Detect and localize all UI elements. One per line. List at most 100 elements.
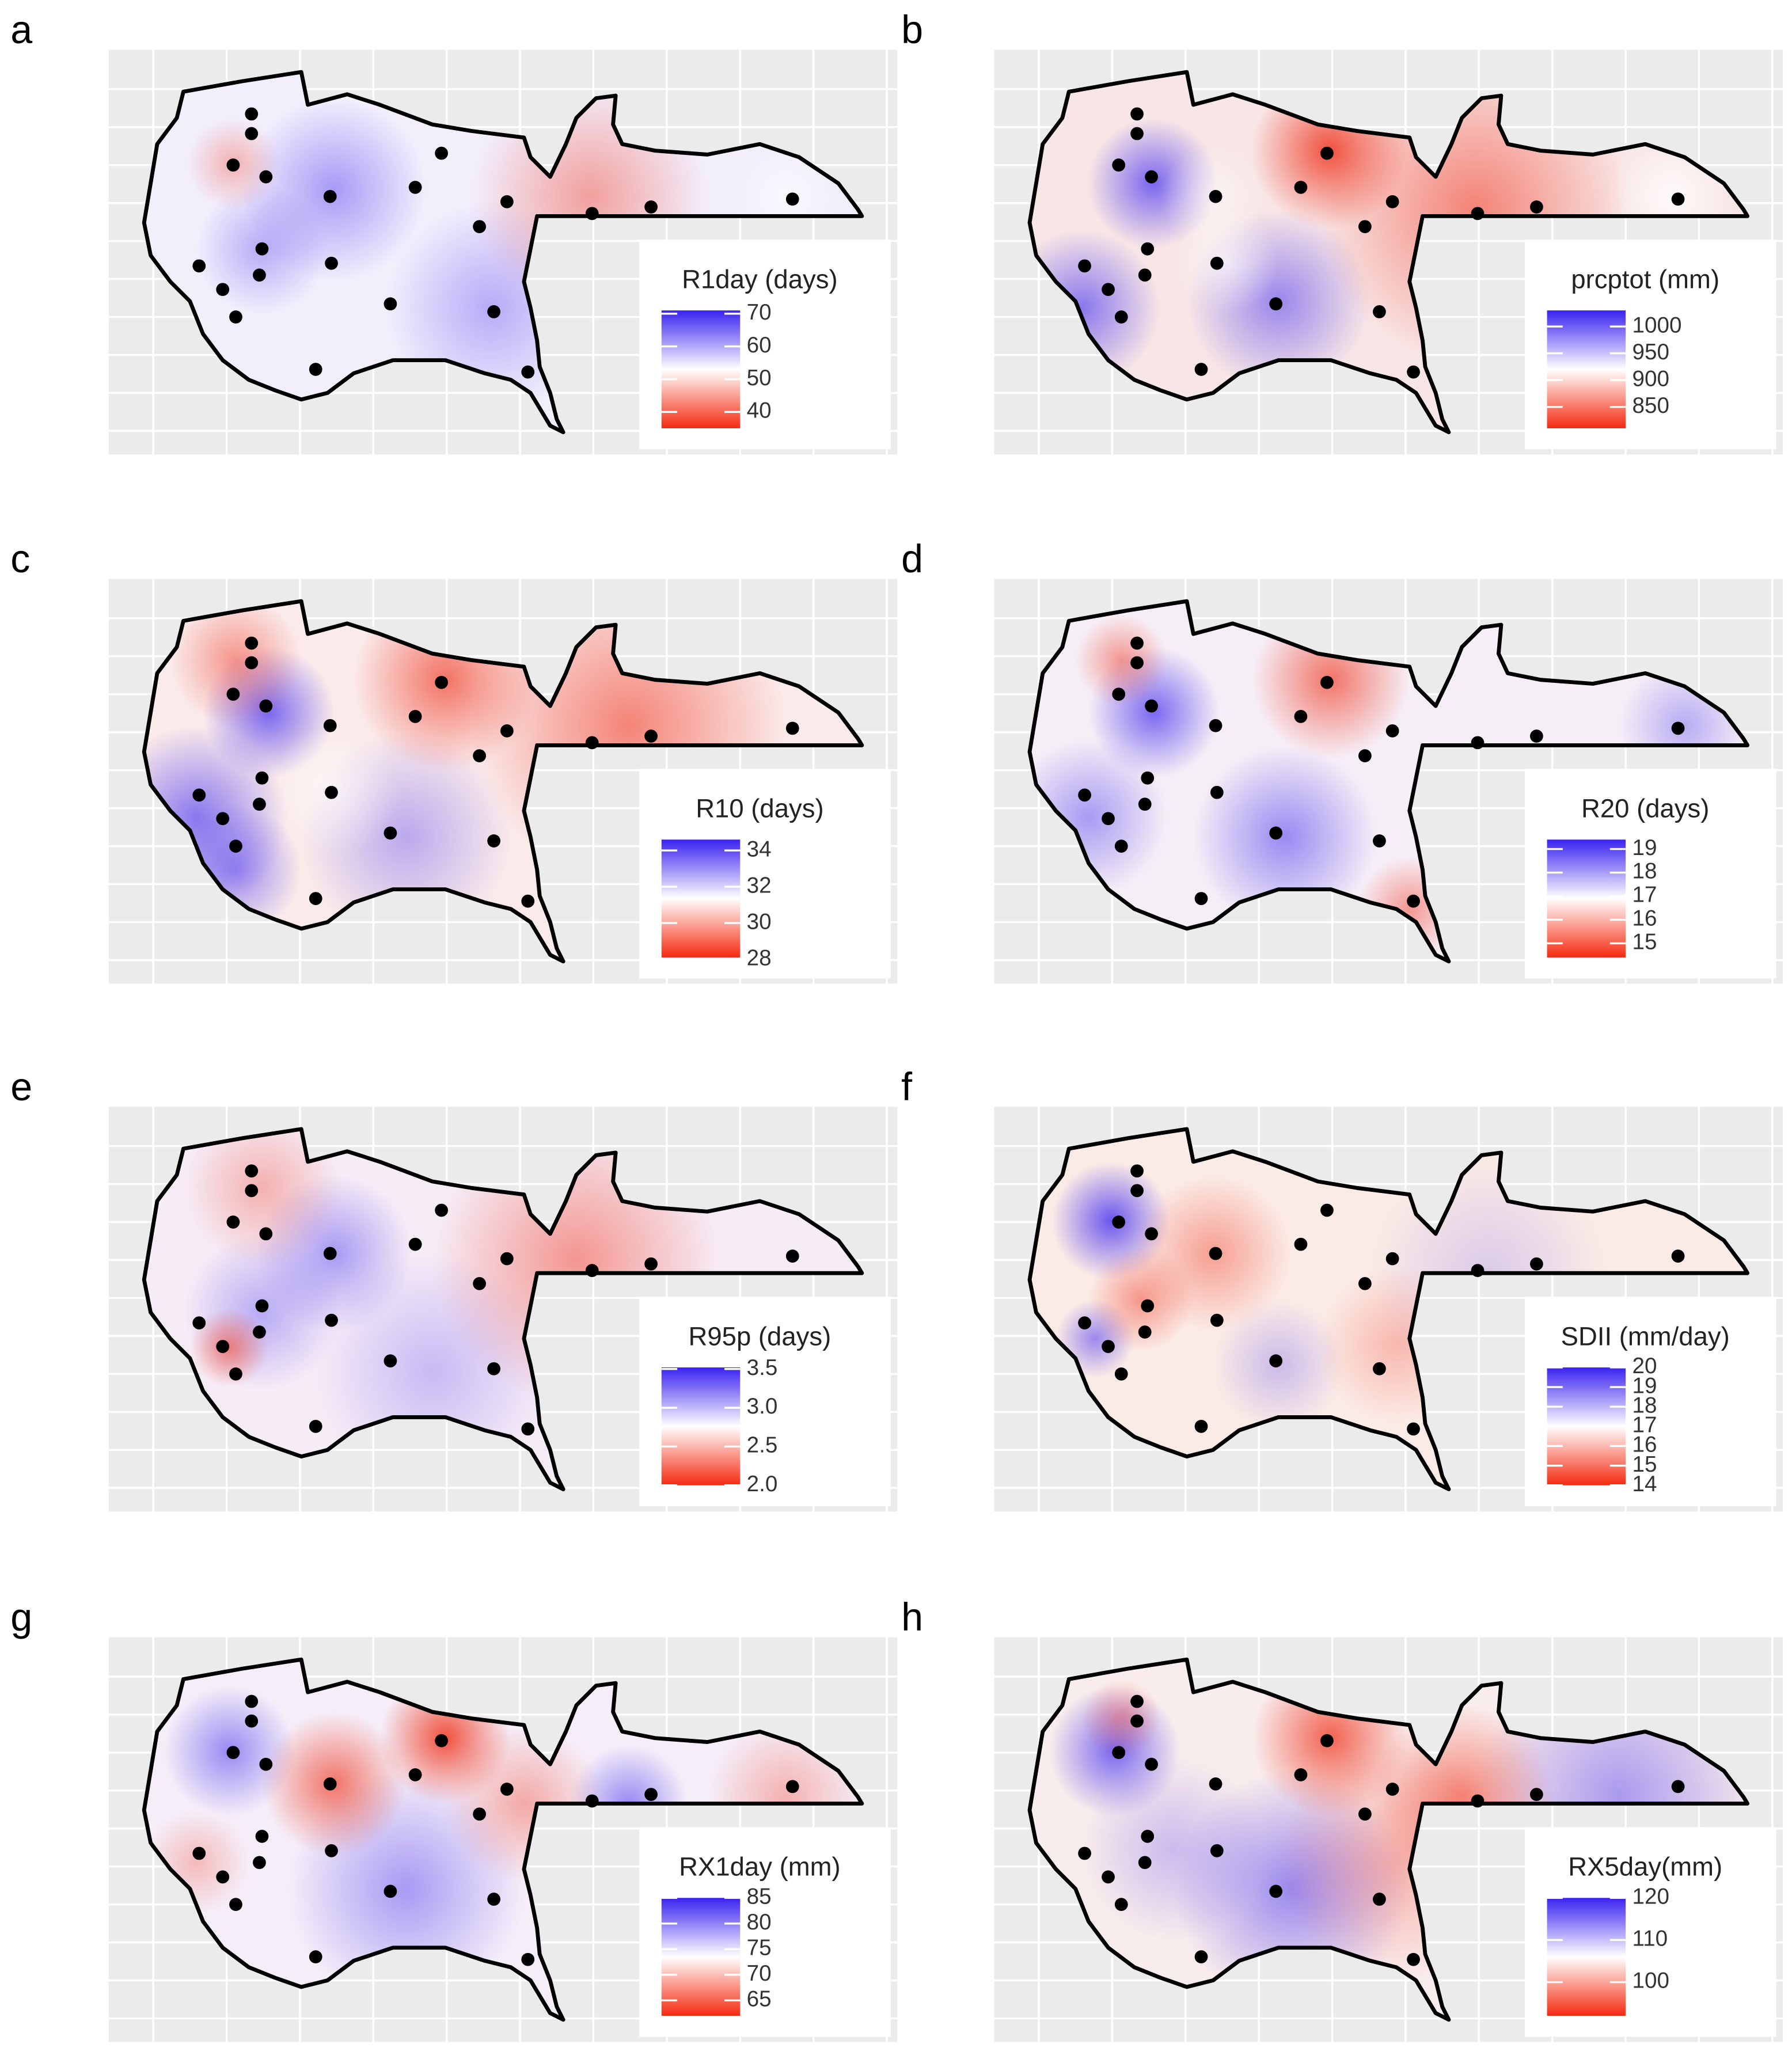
station xyxy=(226,687,240,701)
station xyxy=(1130,1184,1144,1198)
region-outline xyxy=(142,1127,864,1491)
station xyxy=(435,1203,448,1217)
tick-label: 65 xyxy=(747,1987,772,2012)
station xyxy=(1209,1777,1222,1791)
station xyxy=(1671,721,1685,735)
station xyxy=(226,158,240,172)
station xyxy=(192,1846,206,1860)
surface-blob xyxy=(1082,1679,1161,1758)
tick-label: 14 xyxy=(1632,1472,1657,1496)
station xyxy=(192,259,206,273)
station xyxy=(1373,1362,1386,1376)
tick-label: 120 xyxy=(1632,1884,1669,1909)
station xyxy=(1320,675,1334,689)
station xyxy=(259,170,273,184)
station xyxy=(245,107,259,121)
station xyxy=(245,636,259,650)
station xyxy=(323,1777,337,1791)
tick-label: 60 xyxy=(747,333,772,358)
station xyxy=(1385,1252,1399,1266)
station xyxy=(1209,189,1222,203)
station xyxy=(325,256,338,270)
station xyxy=(1130,127,1144,140)
station xyxy=(644,200,658,214)
station xyxy=(255,1829,269,1843)
station xyxy=(1114,839,1128,853)
station xyxy=(585,1264,599,1278)
station xyxy=(325,1313,338,1327)
station xyxy=(473,1807,486,1821)
station xyxy=(229,1898,242,1912)
colorbar xyxy=(661,310,741,428)
colorbar xyxy=(661,839,741,957)
station xyxy=(1471,1264,1485,1278)
station xyxy=(1078,259,1091,273)
station xyxy=(1358,1807,1372,1821)
station xyxy=(1112,687,1126,701)
station xyxy=(487,834,500,848)
interpolated-surface xyxy=(1030,601,1748,962)
station xyxy=(226,1215,240,1229)
colorbar xyxy=(661,1367,741,1485)
panel-label: h xyxy=(901,1595,923,1639)
station xyxy=(1671,1780,1685,1794)
tick-label: 850 xyxy=(1632,393,1669,418)
station xyxy=(785,1249,799,1263)
station xyxy=(487,305,500,318)
station xyxy=(1210,785,1224,799)
station xyxy=(521,894,535,908)
station xyxy=(473,220,486,233)
tick-label: 18 xyxy=(1632,859,1657,884)
tick-label: 30 xyxy=(747,909,772,934)
station xyxy=(500,724,514,738)
station xyxy=(1210,1844,1224,1857)
station xyxy=(521,365,535,379)
station xyxy=(245,1164,259,1178)
tick-label: 50 xyxy=(747,366,772,390)
station xyxy=(384,1884,397,1898)
tick-label: 17 xyxy=(1632,1413,1657,1438)
station xyxy=(1102,1340,1115,1353)
station xyxy=(500,1252,514,1266)
station xyxy=(259,1757,273,1771)
legend-title: R1day (days) xyxy=(682,264,838,294)
legend-title: R95p (days) xyxy=(689,1321,832,1351)
station xyxy=(216,283,230,297)
station xyxy=(1530,200,1543,214)
station xyxy=(1471,1794,1485,1808)
station xyxy=(435,146,448,160)
panel-label: c xyxy=(10,537,30,581)
station xyxy=(1078,788,1091,802)
tick-label: 16 xyxy=(1632,906,1657,931)
station xyxy=(1194,1419,1208,1433)
surface-blob xyxy=(1193,745,1377,929)
station xyxy=(644,1257,658,1271)
tick-label: 17 xyxy=(1632,883,1657,907)
surface-blob xyxy=(1082,1757,1266,1941)
tick-label: 75 xyxy=(747,1936,772,1960)
station xyxy=(1471,736,1485,750)
station xyxy=(585,207,599,221)
station xyxy=(500,195,514,208)
station xyxy=(1138,1325,1152,1339)
station xyxy=(216,1340,230,1353)
station xyxy=(1114,1367,1128,1381)
station xyxy=(1130,656,1144,670)
station xyxy=(1114,310,1128,324)
station xyxy=(253,268,266,282)
station xyxy=(1112,1746,1126,1760)
station xyxy=(1407,1952,1420,1966)
station xyxy=(1130,636,1144,650)
tick-label: 85 xyxy=(747,1884,772,1909)
station xyxy=(323,1247,337,1260)
station xyxy=(644,1788,658,1801)
station xyxy=(1269,826,1283,840)
legend-title: R10 (days) xyxy=(696,794,823,823)
station xyxy=(1102,283,1115,297)
station xyxy=(1385,195,1399,208)
station xyxy=(1407,1422,1420,1436)
region-outline xyxy=(1027,70,1750,435)
